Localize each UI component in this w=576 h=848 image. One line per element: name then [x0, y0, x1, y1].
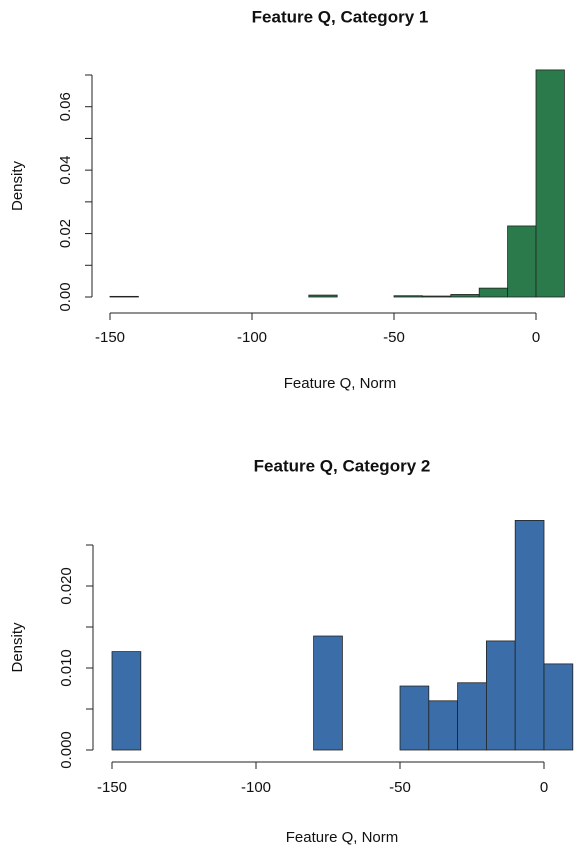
bar	[514, 520, 545, 751]
y-tick-label: 0.02	[57, 219, 74, 248]
y-axis-label: Density	[9, 622, 26, 673]
x-axis-label: Feature Q, Norm	[286, 829, 399, 846]
bar	[450, 294, 480, 298]
y-tick-label: 0.06	[57, 92, 74, 121]
x-axis-label: Feature Q, Norm	[284, 375, 397, 392]
x-tick-label: -150	[97, 779, 127, 796]
y-tick-label: 0.04	[57, 156, 74, 185]
bar	[428, 700, 458, 751]
bar	[393, 295, 423, 298]
x-tick-label: 0	[540, 779, 548, 796]
y-axis-label: Density	[9, 160, 26, 211]
bar	[313, 635, 343, 751]
y-tick-label: 0.010	[58, 649, 75, 687]
bar	[399, 685, 430, 751]
bar	[507, 225, 537, 298]
bar	[543, 663, 574, 751]
bar	[457, 682, 487, 751]
bar	[109, 295, 139, 298]
y-tick-label: 0.020	[58, 567, 75, 605]
chart-title: Feature Q, Category 2	[254, 456, 431, 475]
bar	[478, 287, 509, 298]
bar	[111, 651, 142, 751]
x-tick-label: -100	[241, 779, 271, 796]
bar	[485, 640, 516, 751]
bar	[308, 294, 338, 298]
bar	[535, 69, 565, 298]
x-tick-label: -50	[389, 779, 411, 796]
chart-title: Feature Q, Category 1	[252, 7, 429, 26]
y-tick-label: 0.00	[57, 282, 74, 311]
x-tick-label: -150	[95, 329, 125, 346]
x-tick-label: -50	[383, 329, 405, 346]
x-tick-label: 0	[532, 329, 540, 346]
x-tick-label: -100	[237, 329, 267, 346]
bar	[421, 295, 452, 298]
y-tick-label: 0.000	[58, 731, 75, 769]
